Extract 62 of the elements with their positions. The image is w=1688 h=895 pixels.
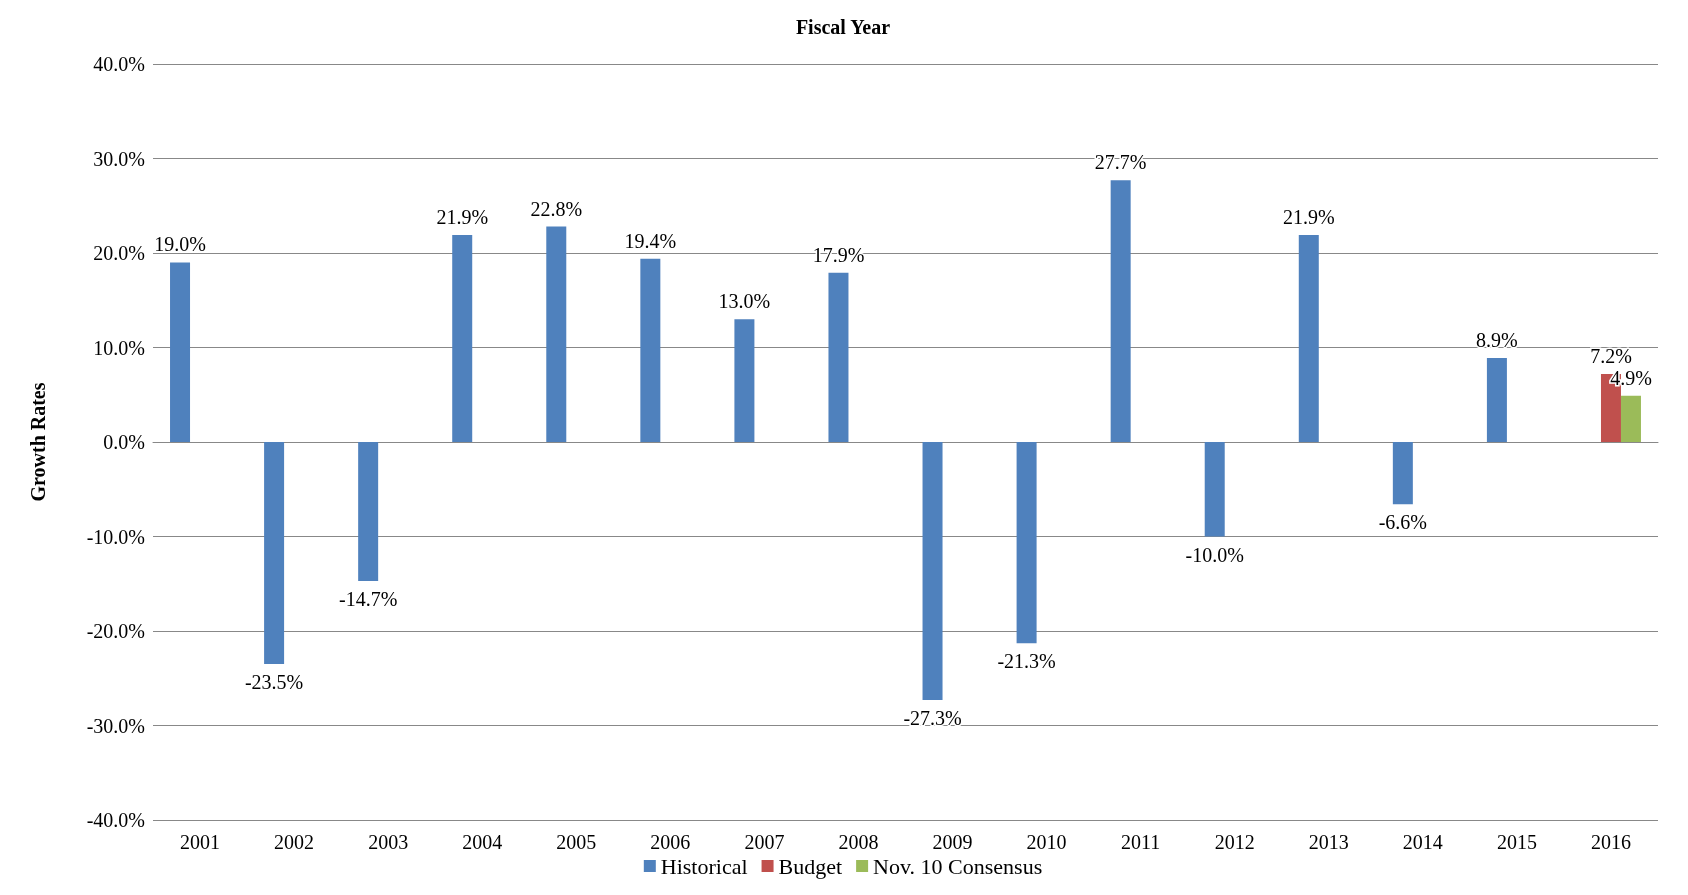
- x-tick-label: 2009: [932, 831, 973, 853]
- bar: [1204, 442, 1225, 537]
- bar: [1392, 442, 1413, 505]
- data-label: -6.6%: [1378, 511, 1428, 534]
- data-label: -21.3%: [997, 650, 1056, 673]
- legend-label: Budget: [778, 853, 843, 879]
- x-tick-label: 2007: [744, 831, 785, 853]
- bar: [922, 442, 943, 700]
- data-label: 7.2%: [1590, 344, 1632, 367]
- x-tick-label: 2008: [838, 831, 879, 853]
- data-label: -10.0%: [1185, 543, 1244, 566]
- data-label: 27.7%: [1094, 151, 1147, 174]
- bar: [734, 319, 755, 442]
- y-axis-title: Growth Rates: [27, 382, 49, 502]
- x-tick-label: 2003: [368, 831, 409, 853]
- data-label: 21.9%: [436, 206, 489, 229]
- x-tick-label: 2015: [1496, 831, 1537, 853]
- y-tick-label: 20.0%: [93, 242, 145, 264]
- data-label: 22.8%: [530, 197, 583, 220]
- bar: [1110, 180, 1131, 442]
- x-tick-label: 2006: [650, 831, 691, 853]
- x-tick-label: 2004: [462, 831, 503, 853]
- x-tick-label: 2016: [1590, 831, 1631, 853]
- data-label: 19.0%: [154, 233, 206, 256]
- data-label: 8.9%: [1476, 328, 1518, 351]
- bar: [264, 442, 285, 665]
- y-tick-label: 40.0%: [93, 53, 145, 75]
- data-label: 19.4%: [624, 229, 677, 252]
- y-tick-label: 0.0%: [103, 431, 145, 453]
- legend-label: Nov. 10 Consensus: [873, 853, 1043, 879]
- bar: [170, 262, 191, 442]
- y-tick-label: -30.0%: [86, 714, 145, 737]
- bar: [1016, 442, 1037, 644]
- legend-label: Historical: [660, 853, 748, 879]
- chart-title: Fiscal Year: [795, 16, 891, 38]
- bar: [546, 226, 567, 442]
- bar: [358, 442, 379, 581]
- data-label: -27.3%: [903, 706, 962, 729]
- x-tick-label: 2012: [1214, 831, 1255, 853]
- bar: [1486, 357, 1507, 442]
- bar: [828, 272, 849, 442]
- bar: [1298, 235, 1319, 442]
- y-tick-label: -40.0%: [86, 809, 145, 831]
- bar: [1620, 395, 1641, 442]
- x-tick-label: 2014: [1402, 831, 1443, 853]
- bar: [640, 258, 661, 442]
- data-label: -23.5%: [244, 671, 304, 694]
- data-label: -14.7%: [338, 587, 398, 610]
- x-tick-label: 2010: [1026, 831, 1067, 853]
- y-tick-label: 30.0%: [93, 147, 145, 170]
- x-tick-label: 2013: [1308, 831, 1349, 853]
- x-tick-label: 2011: [1121, 831, 1161, 853]
- bar: [452, 235, 473, 442]
- y-tick-label: -20.0%: [86, 620, 145, 642]
- x-tick-label: 2001: [180, 831, 221, 853]
- data-label: 21.9%: [1282, 206, 1335, 229]
- x-tick-label: 2005: [556, 831, 597, 853]
- data-label: 13.0%: [718, 290, 771, 313]
- data-label: 17.9%: [812, 243, 865, 266]
- y-tick-label: -10.0%: [86, 525, 145, 548]
- y-tick-label: 10.0%: [93, 336, 145, 359]
- x-tick-label: 2002: [274, 831, 315, 853]
